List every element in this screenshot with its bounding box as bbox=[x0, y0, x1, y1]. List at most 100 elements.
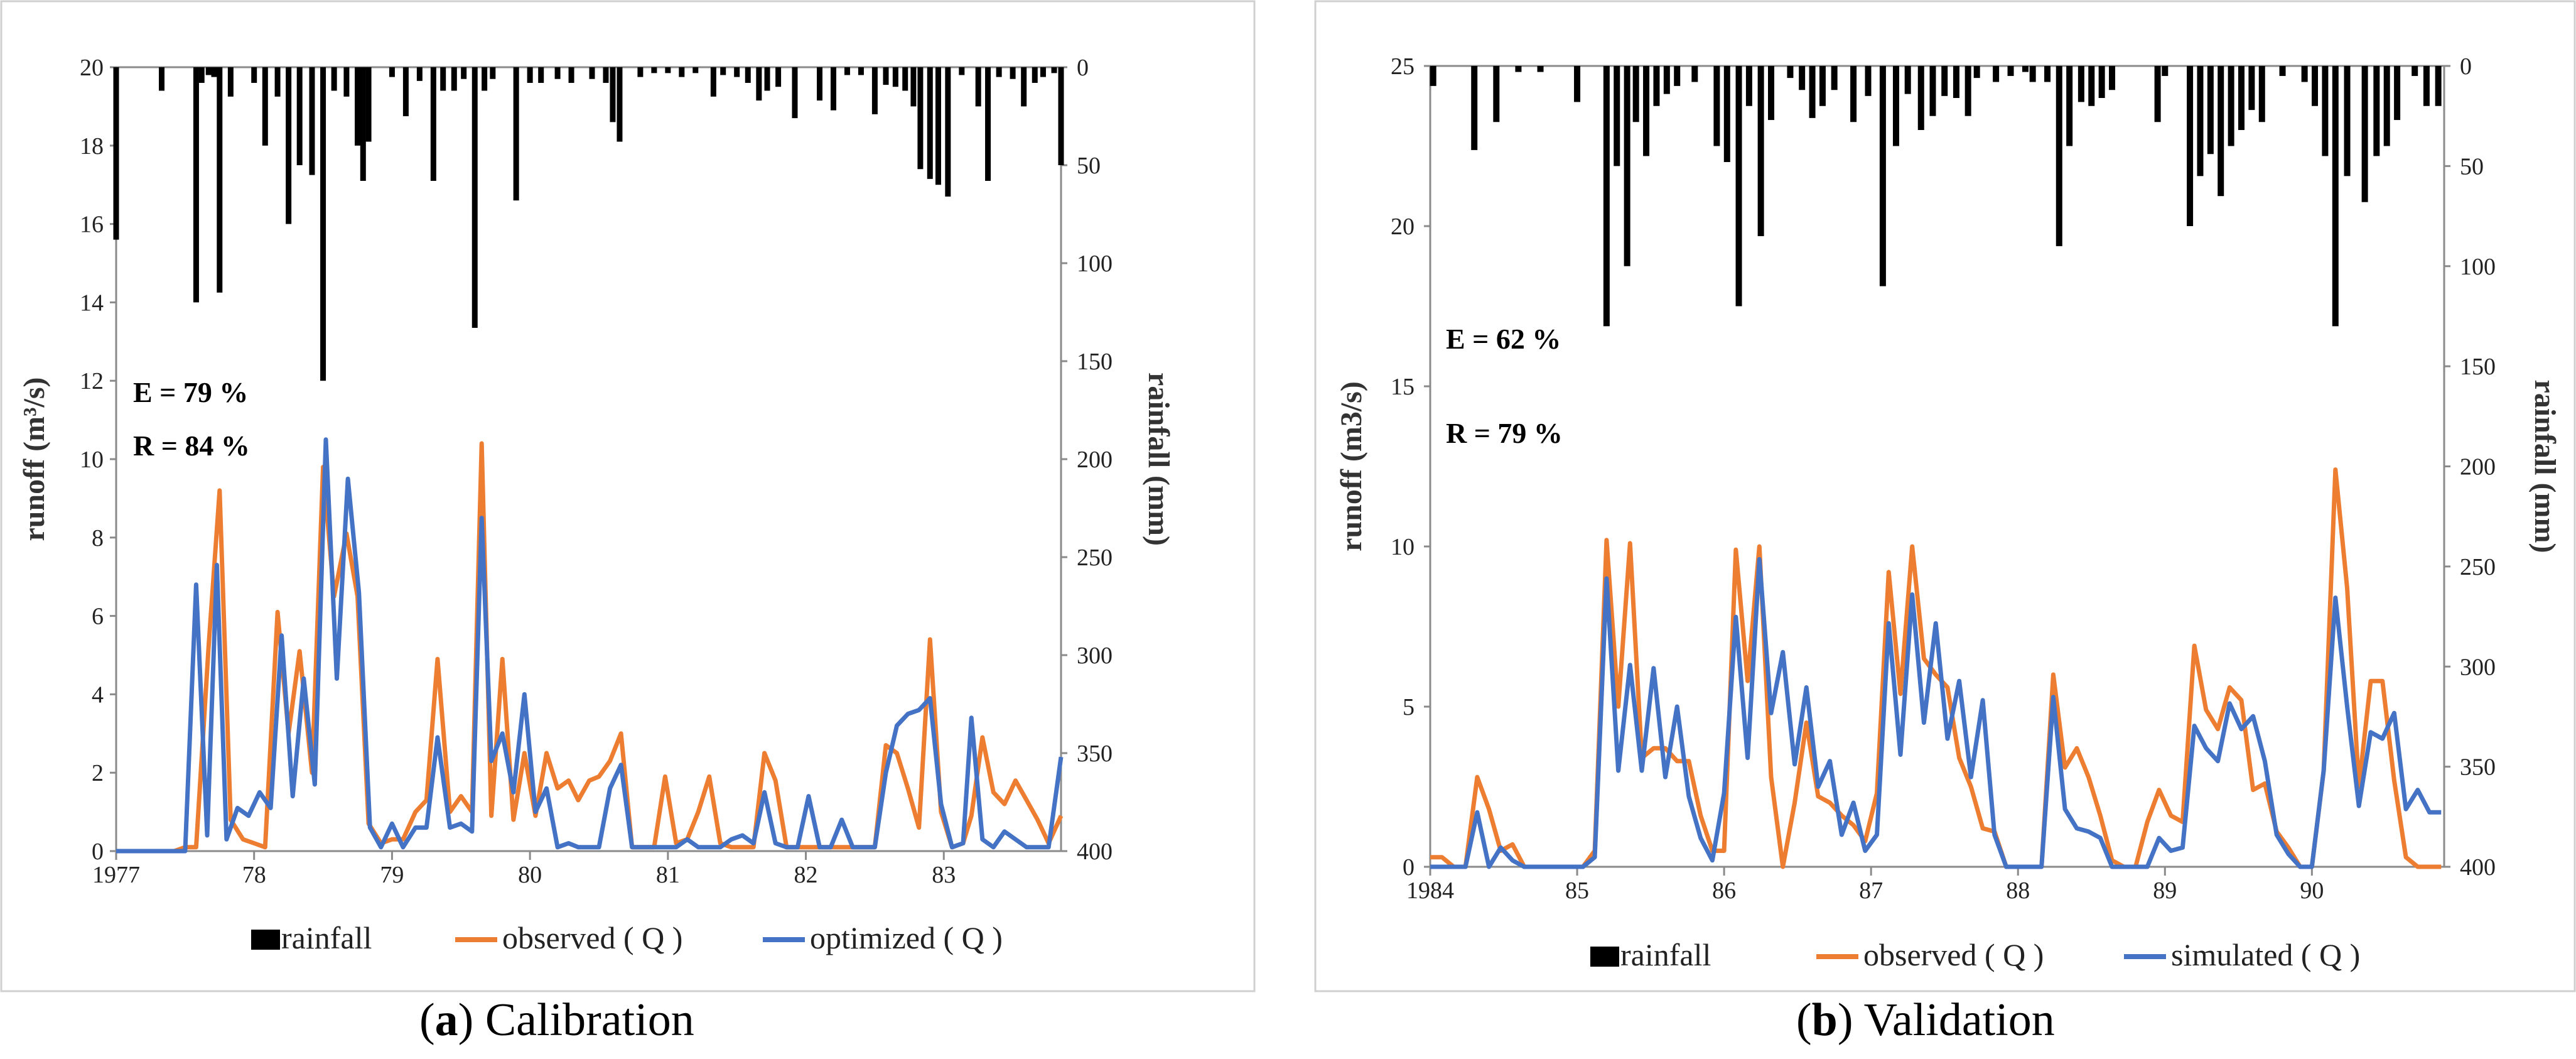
pb-rainfall-bar bbox=[2197, 66, 2204, 176]
pa-y2-tick-label: 400 bbox=[1077, 839, 1113, 865]
pb-y-tick-label: 20 bbox=[1391, 214, 1415, 240]
pa-y-tick-label: 16 bbox=[80, 212, 104, 238]
pb-rainfall-bar bbox=[2056, 66, 2062, 246]
pa-y2-tick-label: 0 bbox=[1077, 55, 1089, 81]
pb-rainfall-bar bbox=[1953, 66, 1959, 98]
pb-rainfall-bar bbox=[1768, 66, 1775, 121]
pa-y2-tick-label: 200 bbox=[1077, 447, 1113, 473]
pa-rainfall-bar bbox=[745, 67, 751, 83]
pa-rainfall-bar bbox=[959, 67, 965, 75]
pa-rainfall-bar bbox=[472, 67, 478, 328]
pb-rainfall-bar bbox=[2361, 66, 2368, 202]
pa-x-tick-label: 83 bbox=[932, 862, 956, 888]
pb-legend-model-label: simulated ( Q ) bbox=[2171, 937, 2360, 972]
pb-rainfall-bar bbox=[2279, 66, 2286, 76]
pb-rainfall-bar bbox=[1603, 66, 1610, 327]
pb-y2-tick-label: 50 bbox=[2460, 153, 2484, 180]
pb-rainfall-bar bbox=[2258, 66, 2265, 122]
pa-rainfall-bar bbox=[792, 67, 798, 119]
pb-rainfall-bar bbox=[2044, 66, 2051, 82]
pa-rainfall-bar bbox=[274, 67, 281, 97]
pb-rainfall-bar bbox=[1973, 66, 1980, 79]
pa-rainfall-bar bbox=[113, 67, 119, 240]
pb-y-tick-label: 15 bbox=[1391, 374, 1415, 400]
pa-legend-observed-label: observed ( Q ) bbox=[502, 920, 682, 955]
pb-rainfall-bar bbox=[2066, 66, 2073, 146]
pa-rainfall-bar bbox=[910, 67, 917, 107]
pa-rainfall-bar bbox=[402, 67, 409, 116]
pa-rainfall-bar bbox=[343, 67, 350, 97]
pa-rainfall-bar bbox=[603, 67, 609, 83]
pa-rainfall-bar bbox=[589, 67, 595, 79]
pb-rainfall-bar bbox=[2029, 66, 2036, 82]
pa-rainfall-bar bbox=[892, 67, 898, 87]
pb-stat-e: E = 62 % bbox=[1446, 323, 1561, 355]
pb-rainfall-bar bbox=[2435, 66, 2442, 106]
pa-rainfall-bar bbox=[389, 67, 395, 77]
pb-rainfall-bar bbox=[2412, 66, 2418, 76]
pb-rainfall-bar bbox=[2332, 66, 2339, 327]
pa-rainfall-bar bbox=[262, 67, 268, 146]
pa-y-tick-label: 10 bbox=[80, 447, 104, 473]
pb-legend-rainfall-label: rainfall bbox=[1620, 937, 1711, 972]
pb-stat-r: R = 79 % bbox=[1446, 417, 1563, 449]
pa-rainfall-bar bbox=[935, 67, 941, 185]
pa-rainfall-bar bbox=[461, 67, 467, 79]
pa-rainfall-bar bbox=[251, 67, 257, 83]
pa-rainfall-bar bbox=[985, 67, 991, 181]
pa-rainfall-bar bbox=[710, 67, 716, 97]
pb-rainfall-bar bbox=[2322, 66, 2329, 156]
pb-legend-rainfall-swatch bbox=[1590, 947, 1619, 967]
pb-rainfall-bar bbox=[1831, 66, 1838, 90]
pb-rainfall-bar bbox=[1879, 66, 1886, 286]
pa-rainfall-bar bbox=[693, 67, 699, 73]
pb-rainfall-bar bbox=[1614, 66, 1620, 166]
pa-x-tick-label: 81 bbox=[656, 862, 680, 888]
pb-rainfall-bar bbox=[1674, 66, 1681, 86]
panel-validation: 0 5 10 15 20 25 0 50 100 150 200 250 300 350 400 1984 85… bbox=[1314, 0, 2576, 1059]
pa-y-tick-label: 4 bbox=[92, 682, 104, 708]
pb-rainfall-bar bbox=[2394, 66, 2401, 121]
pb-rainfall-bar bbox=[1865, 66, 1872, 96]
pa-rainfall-bar bbox=[482, 67, 488, 91]
pa-rainfall-bar bbox=[198, 67, 205, 83]
pa-rainfall-bar bbox=[756, 67, 762, 101]
pb-rainfall-bar bbox=[2423, 66, 2430, 106]
pa-rainfall-bar bbox=[554, 67, 561, 79]
pa-rainfall-bar bbox=[917, 67, 924, 170]
pb-rainfall-bar bbox=[1632, 66, 1639, 122]
pa-y-tick-label: 20 bbox=[80, 55, 104, 81]
pb-rainfall-bar bbox=[1929, 66, 1936, 116]
pa-rainfall-bar bbox=[1010, 67, 1016, 79]
pb-rainfall-bar bbox=[2344, 66, 2351, 176]
pb-x-tick-label: 1984 bbox=[1406, 877, 1454, 904]
pb-rainfall-bar bbox=[1904, 66, 1911, 94]
pa-rainfall-bar bbox=[927, 67, 933, 179]
pa-rainfall-bar bbox=[286, 67, 292, 224]
pb-y2-tick-label: 300 bbox=[2460, 654, 2496, 680]
pb-rainfall-bar bbox=[2207, 66, 2214, 155]
pa-rainfall-bar bbox=[720, 67, 726, 75]
pa-rainfall-bar bbox=[217, 67, 223, 293]
pb-legend-observed-label: observed ( Q ) bbox=[1863, 937, 2044, 972]
pb-rainfall-bar bbox=[2109, 66, 2116, 90]
pa-rainfall-bar bbox=[568, 67, 574, 83]
pb-rainfall-bar bbox=[2383, 66, 2390, 146]
pa-rainfall-bar bbox=[159, 67, 165, 91]
pb-rainfall-bar bbox=[1964, 66, 1971, 116]
pa-rainfall-bar bbox=[1051, 67, 1057, 73]
pa-rainfall-bar bbox=[440, 67, 446, 91]
pb-y2-tick-label: 400 bbox=[2460, 854, 2496, 881]
pa-y2-tick-label: 350 bbox=[1077, 741, 1113, 767]
pb-rainfall-bar bbox=[2154, 66, 2161, 122]
pa-rainfall-bar bbox=[205, 67, 212, 75]
pa-rainfall-bar bbox=[451, 67, 457, 91]
pb-y-tick-label: 0 bbox=[1403, 854, 1415, 881]
pb-y-axis-title: runoff (m3/s) bbox=[1335, 381, 1368, 551]
pa-y2-tick-label: 50 bbox=[1077, 153, 1101, 179]
pa-legend-rainfall-swatch bbox=[251, 930, 280, 950]
caption-validation: (b) Validation bbox=[1796, 994, 2055, 1046]
pb-rainfall-bar bbox=[2218, 66, 2224, 197]
pb-rainfall-bar bbox=[2301, 66, 2308, 82]
pb-rainfall-bar bbox=[1735, 66, 1742, 307]
